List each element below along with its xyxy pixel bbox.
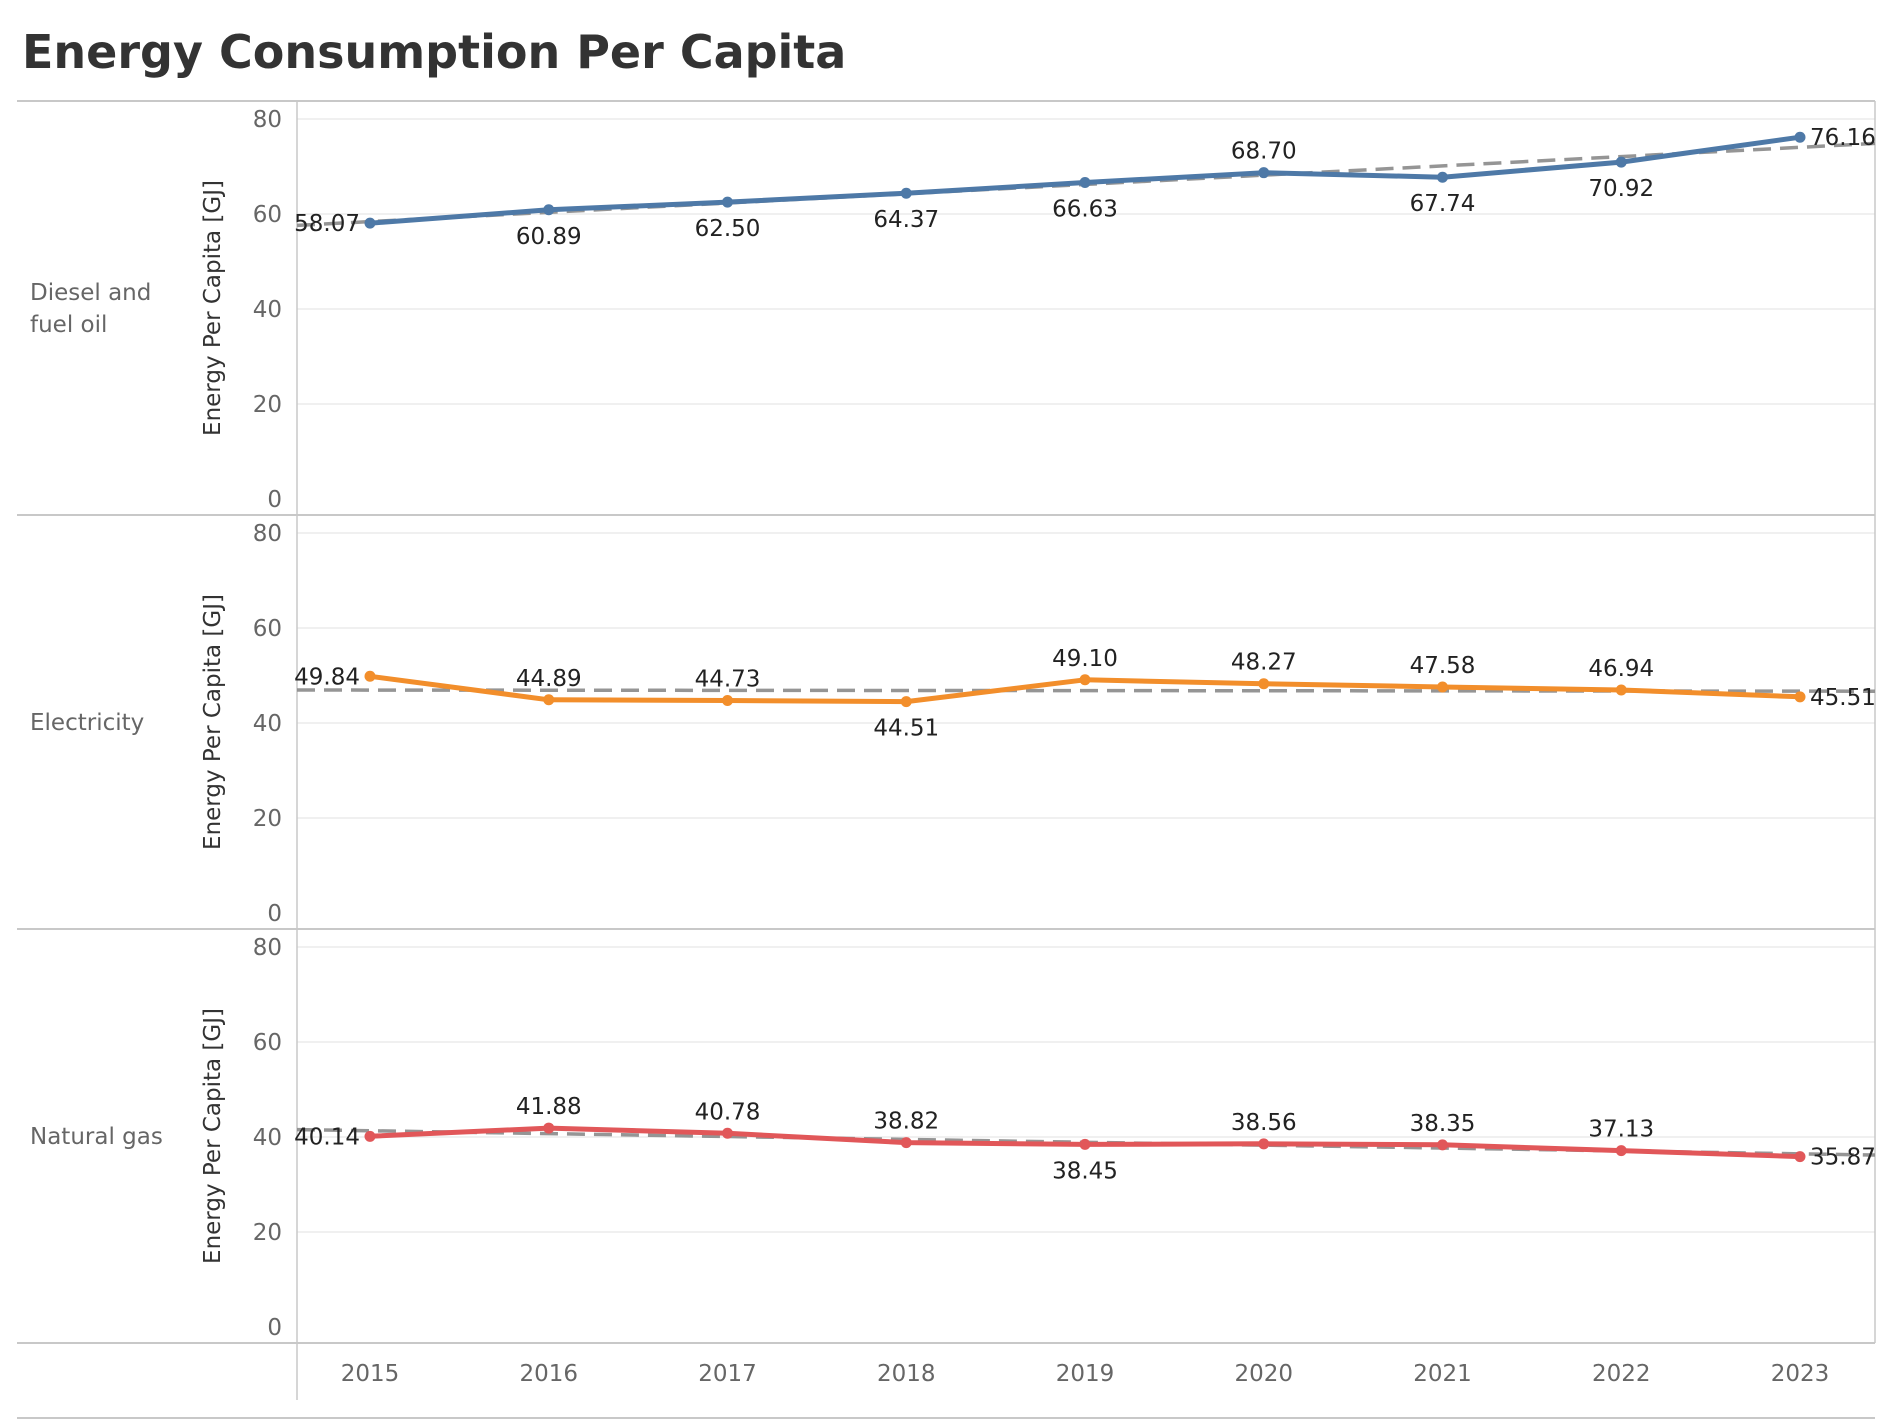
data-label-natural-gas-2020: 38.56 xyxy=(1231,1110,1297,1136)
y-tick-label: 0 xyxy=(267,901,282,927)
data-label-electricity-2023: 45.51 xyxy=(1810,685,1876,711)
chart-panels: 0 20 40 60 80 Energy Per Capita [GJ] Diesel an… xyxy=(17,100,1876,1343)
data-point-electricity-2015 xyxy=(364,670,376,682)
x-tick-label-2018: 2018 xyxy=(877,1361,936,1387)
row-header-line: Natural gas xyxy=(30,1124,163,1150)
data-point-diesel-and-fuel-oil-2023 xyxy=(1794,131,1806,143)
row-header-line: Diesel and xyxy=(30,280,151,306)
row-header-diesel-and-fuel-oil: Diesel and fuel oil xyxy=(30,280,151,338)
panel-electricity: 0 20 40 60 80 Energy Per Capita [GJ] Electrici… xyxy=(17,514,1876,929)
data-label-diesel-and-fuel-oil-2021: 67.74 xyxy=(1410,191,1476,217)
panel-diesel-and-fuel-oil: 0 20 40 60 80 Energy Per Capita [GJ] Diesel an… xyxy=(17,100,1876,515)
data-label-electricity-2021: 47.58 xyxy=(1410,653,1476,679)
data-point-diesel-and-fuel-oil-2018 xyxy=(900,187,912,199)
y-axis-title: Energy Per Capita [GJ] xyxy=(200,594,226,850)
row-header-line: Electricity xyxy=(30,710,144,736)
y-tick-label: 60 xyxy=(253,202,282,228)
data-point-diesel-and-fuel-oil-2019 xyxy=(1079,177,1091,189)
data-label-electricity-2022: 46.94 xyxy=(1588,656,1654,682)
y-tick-label: 40 xyxy=(253,297,282,323)
data-label-natural-gas-2015: 40.14 xyxy=(294,1124,360,1150)
y-tick-label: 0 xyxy=(267,1315,282,1341)
x-tick-label-2015: 2015 xyxy=(341,1361,400,1387)
data-point-electricity-2017 xyxy=(722,695,733,707)
data-label-diesel-and-fuel-oil-2016: 60.89 xyxy=(516,224,582,250)
data-label-electricity-2019: 49.10 xyxy=(1052,646,1118,672)
data-point-natural-gas-2021 xyxy=(1437,1139,1448,1151)
data-label-electricity-2015: 49.84 xyxy=(294,664,360,690)
data-point-natural-gas-2015 xyxy=(364,1130,376,1142)
y-tick-label: 80 xyxy=(253,107,282,133)
data-point-diesel-and-fuel-oil-2015 xyxy=(364,217,376,229)
data-label-diesel-and-fuel-oil-2017: 62.50 xyxy=(695,216,761,242)
data-point-natural-gas-2019 xyxy=(1079,1138,1091,1150)
trend-line-electricity xyxy=(296,688,1876,693)
x-tick-label-2017: 2017 xyxy=(698,1361,757,1387)
y-tick-label: 20 xyxy=(253,392,282,418)
data-point-diesel-and-fuel-oil-2016 xyxy=(543,204,555,216)
data-point-natural-gas-2016 xyxy=(543,1122,555,1134)
row-header-electricity: Electricity xyxy=(30,710,144,736)
x-axis: 2015 2016 2017 2018 2019 2020 2021 2022 2023 xyxy=(17,1342,1875,1419)
data-label-electricity-2020: 48.27 xyxy=(1231,650,1297,676)
data-point-electricity-2022 xyxy=(1615,684,1627,696)
row-header-natural-gas: Natural gas xyxy=(30,1124,163,1150)
data-label-natural-gas-2021: 38.35 xyxy=(1410,1111,1476,1137)
data-label-electricity-2018: 44.51 xyxy=(873,716,939,742)
y-tick-label: 40 xyxy=(253,1125,282,1151)
data-point-natural-gas-2020 xyxy=(1258,1138,1270,1150)
data-point-natural-gas-2018 xyxy=(900,1137,912,1149)
data-label-natural-gas-2019: 38.45 xyxy=(1052,1158,1118,1184)
x-tick-label-2016: 2016 xyxy=(519,1361,578,1387)
data-label-natural-gas-2016: 41.88 xyxy=(516,1094,582,1120)
data-point-electricity-2020 xyxy=(1258,678,1270,690)
y-tick-label: 80 xyxy=(253,935,282,961)
data-label-natural-gas-2023: 35.87 xyxy=(1810,1145,1876,1171)
data-point-electricity-2021 xyxy=(1437,681,1448,693)
y-axis-title: Energy Per Capita [GJ] xyxy=(200,180,226,436)
data-point-natural-gas-2023 xyxy=(1794,1151,1806,1163)
x-tick-label-2022: 2022 xyxy=(1592,1361,1651,1387)
data-label-electricity-2017: 44.73 xyxy=(695,667,761,693)
data-point-natural-gas-2017 xyxy=(722,1127,733,1139)
row-header-line: fuel oil xyxy=(30,312,107,338)
data-point-diesel-and-fuel-oil-2021 xyxy=(1437,171,1448,183)
panel-natural-gas: 0 20 40 60 80 Energy Per Capita [GJ] Natural g… xyxy=(17,928,1876,1343)
y-tick-label: 60 xyxy=(253,1030,282,1056)
y-tick-label: 20 xyxy=(253,1220,282,1246)
data-point-electricity-2016 xyxy=(543,694,555,706)
y-tick-label: 80 xyxy=(253,521,282,547)
y-tick-label: 0 xyxy=(267,487,282,513)
x-tick-label-2021: 2021 xyxy=(1413,1361,1472,1387)
data-label-natural-gas-2022: 37.13 xyxy=(1588,1117,1654,1143)
y-axis-title: Energy Per Capita [GJ] xyxy=(200,1008,226,1264)
data-point-electricity-2018 xyxy=(900,696,912,708)
data-label-natural-gas-2018: 38.82 xyxy=(873,1109,939,1135)
x-tick-label-2020: 2020 xyxy=(1234,1361,1293,1387)
data-point-natural-gas-2022 xyxy=(1615,1145,1627,1157)
data-label-diesel-and-fuel-oil-2023: 76.16 xyxy=(1810,125,1876,151)
x-tick-label-2023: 2023 xyxy=(1771,1361,1830,1387)
chart-title: Energy Consumption Per Capita xyxy=(22,25,846,79)
x-tick-label-2019: 2019 xyxy=(1056,1361,1115,1387)
y-tick-label: 60 xyxy=(253,616,282,642)
y-tick-label: 40 xyxy=(253,711,282,737)
data-point-electricity-2019 xyxy=(1079,674,1091,686)
data-label-natural-gas-2017: 40.78 xyxy=(695,1099,761,1125)
data-label-diesel-and-fuel-oil-2022: 70.92 xyxy=(1588,176,1654,202)
data-point-diesel-and-fuel-oil-2020 xyxy=(1258,167,1270,179)
data-label-diesel-and-fuel-oil-2018: 64.37 xyxy=(873,207,939,233)
data-point-electricity-2023 xyxy=(1794,691,1806,703)
y-tick-label: 20 xyxy=(253,806,282,832)
data-point-diesel-and-fuel-oil-2017 xyxy=(722,196,733,208)
data-label-electricity-2016: 44.89 xyxy=(516,666,582,692)
data-label-diesel-and-fuel-oil-2015: 58.07 xyxy=(294,211,360,237)
data-label-diesel-and-fuel-oil-2019: 66.63 xyxy=(1052,197,1118,223)
data-point-diesel-and-fuel-oil-2022 xyxy=(1615,156,1627,168)
data-label-diesel-and-fuel-oil-2020: 68.70 xyxy=(1231,139,1297,165)
